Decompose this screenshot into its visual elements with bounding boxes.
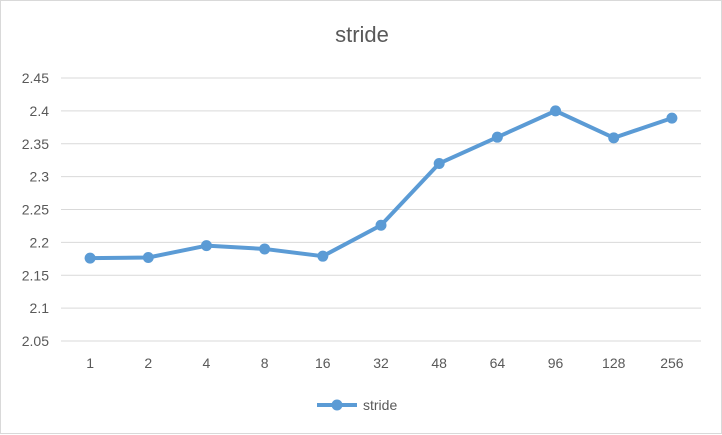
x-tick-label: 48 (431, 355, 447, 371)
x-tick-label: 256 (660, 355, 684, 371)
data-point (666, 112, 678, 124)
y-tick-label: 2.4 (30, 103, 50, 119)
data-point (550, 105, 562, 117)
legend-label: stride (363, 397, 397, 413)
series-line (88, 108, 674, 261)
data-point (608, 132, 620, 144)
x-axis-ticks: 1 2 4 8 16 32 48 64 96 128 256 (86, 355, 684, 371)
data-point (375, 219, 387, 231)
data-point (491, 131, 503, 143)
legend: stride (317, 397, 397, 413)
x-tick-label: 96 (548, 355, 564, 371)
x-tick-label: 128 (602, 355, 626, 371)
y-tick-label: 2.05 (22, 333, 49, 349)
data-point (142, 251, 154, 263)
data-point (84, 252, 96, 264)
y-axis-ticks: 2.05 2.1 2.15 2.2 2.25 2.3 2.35 2.4 2.45 (22, 70, 49, 349)
x-tick-label: 2 (144, 355, 152, 371)
y-tick-label: 2.45 (22, 70, 49, 86)
legend-marker (331, 399, 343, 411)
series-group (84, 105, 678, 264)
y-tick-label: 2.1 (30, 300, 50, 316)
x-tick-label: 32 (373, 355, 389, 371)
y-tick-label: 2.35 (22, 136, 49, 152)
x-tick-label: 16 (315, 355, 331, 371)
x-tick-label: 1 (86, 355, 94, 371)
data-point (259, 243, 271, 255)
data-point (200, 240, 212, 252)
x-tick-label: 64 (490, 355, 506, 371)
chart-title: stride (335, 22, 389, 47)
y-tick-label: 2.3 (30, 169, 50, 185)
y-tick-label: 2.25 (22, 202, 49, 218)
data-point (433, 157, 445, 169)
data-point (317, 250, 329, 262)
gridlines (61, 77, 701, 342)
x-tick-label: 4 (203, 355, 211, 371)
x-tick-label: 8 (261, 355, 269, 371)
y-tick-label: 2.15 (22, 267, 49, 283)
y-tick-label: 2.2 (30, 234, 50, 250)
